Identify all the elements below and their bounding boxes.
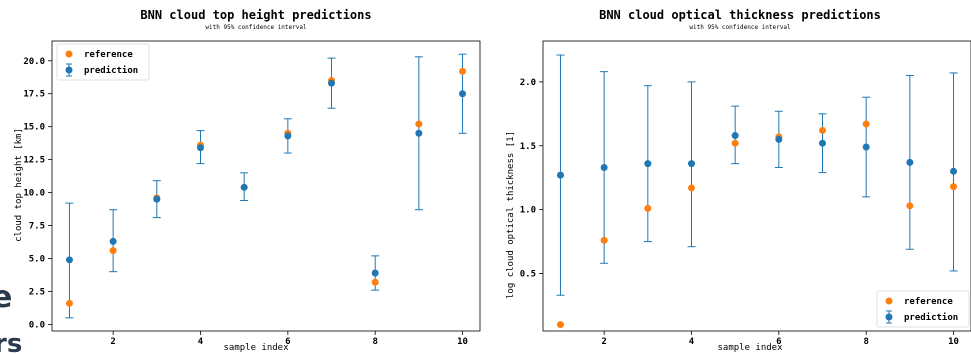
y-tick-label: 2.0 <box>520 78 536 88</box>
reference-point <box>65 299 73 307</box>
reference-point <box>600 236 608 244</box>
y-tick-label: 20.0 <box>23 57 45 67</box>
x-tick-label: 6 <box>285 337 290 347</box>
reference-point <box>371 278 379 286</box>
legend-prediction-marker <box>65 66 73 74</box>
reference-point <box>556 321 564 329</box>
prediction-point <box>775 135 783 143</box>
prediction-point <box>371 269 379 277</box>
y-tick-label: 2.5 <box>29 287 45 297</box>
legend-reference-label: reference <box>904 297 953 307</box>
chart-title: BNN cloud optical thickness predictions <box>599 8 881 22</box>
reference-point <box>819 126 827 134</box>
cropped-text-fragment-1: e <box>0 280 12 315</box>
prediction-point <box>644 160 652 168</box>
prediction-point <box>196 144 204 152</box>
reference-point <box>731 139 739 147</box>
y-tick-label: 1.5 <box>520 142 536 152</box>
prediction-point <box>415 129 423 137</box>
reference-point <box>687 184 695 192</box>
y-tick-label: 1.0 <box>520 206 536 216</box>
y-axis-label: cloud top height [km] <box>14 128 24 242</box>
plot-frame-1 <box>542 40 971 332</box>
y-tick-label: 10.0 <box>23 189 45 199</box>
prediction-point <box>950 167 958 175</box>
prediction-point <box>459 90 467 98</box>
prediction-point <box>556 171 564 179</box>
prediction-point <box>862 143 870 151</box>
x-tick-label: 10 <box>457 337 468 347</box>
chart-subtitle: with 95% confidence interval <box>689 24 791 31</box>
prediction-point <box>65 256 73 264</box>
x-tick-label: 6 <box>776 337 781 347</box>
reference-point <box>950 183 958 191</box>
legend-prediction-label: prediction <box>84 65 138 76</box>
x-tick-label: 2 <box>601 337 606 347</box>
prediction-point <box>819 139 827 147</box>
legend-reference-marker <box>885 297 893 305</box>
x-tick-label: 2 <box>110 337 115 347</box>
y-axis-label: log cloud optical thickness [1] <box>506 131 516 299</box>
legend-reference-label: reference <box>84 50 133 60</box>
prediction-point <box>153 195 161 203</box>
y-tick-label: 15.0 <box>23 123 45 133</box>
x-tick-label: 4 <box>198 337 204 347</box>
chart-subtitle: with 95% confidence interval <box>205 24 307 31</box>
y-tick-label: 12.5 <box>23 156 45 166</box>
x-tick-label: 10 <box>948 337 959 347</box>
prediction-point <box>240 183 248 191</box>
reference-point <box>906 202 914 210</box>
legend-prediction-marker <box>885 313 893 321</box>
legend-prediction-label: prediction <box>904 312 958 323</box>
x-axis-label: sample index <box>223 343 289 353</box>
reference-point <box>862 120 870 128</box>
legend-box <box>56 43 150 81</box>
reference-point <box>109 247 117 255</box>
legend-box <box>876 290 970 328</box>
chart-title: BNN cloud top height predictions <box>140 8 371 22</box>
cropped-text-fragment-2: rs <box>0 329 22 354</box>
x-tick-label: 8 <box>863 337 868 347</box>
x-tick-label: 4 <box>689 337 695 347</box>
x-axis-label: sample index <box>717 343 783 353</box>
y-tick-label: 0.0 <box>29 320 45 330</box>
reference-point <box>459 67 467 75</box>
legend-reference-marker <box>65 50 73 58</box>
y-tick-label: 7.5 <box>29 222 45 232</box>
prediction-point <box>284 132 292 140</box>
y-tick-label: 5.0 <box>29 255 45 265</box>
prediction-point <box>731 132 739 140</box>
prediction-point <box>906 158 914 166</box>
plot-frame-0 <box>51 40 481 332</box>
prediction-point <box>600 163 608 171</box>
reference-point <box>415 120 423 128</box>
y-tick-label: 0.5 <box>520 270 536 280</box>
x-tick-label: 8 <box>372 337 377 347</box>
prediction-point <box>328 79 336 87</box>
y-tick-label: 17.5 <box>23 90 45 100</box>
reference-point <box>644 204 652 212</box>
prediction-point <box>687 160 695 168</box>
prediction-point <box>109 237 117 245</box>
